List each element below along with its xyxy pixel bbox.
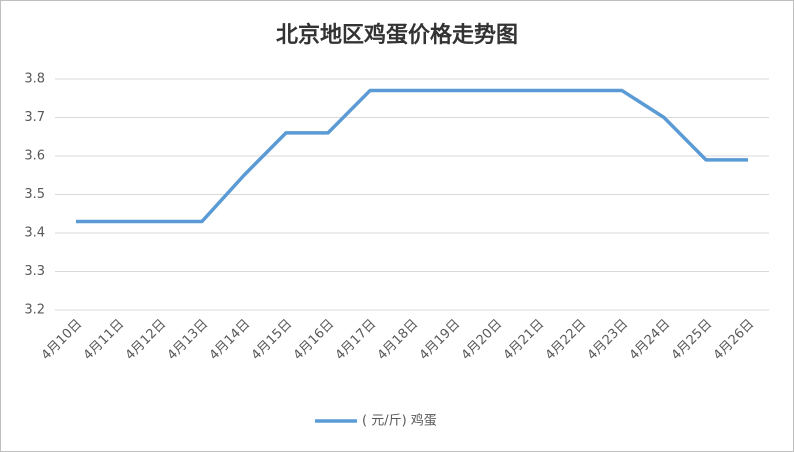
data-line bbox=[76, 88, 748, 224]
y-tick-label: 3.4 bbox=[24, 226, 45, 241]
y-tick-label: 3.7 bbox=[24, 110, 45, 125]
legend-label: ( 元/斤) 鸡蛋 bbox=[362, 413, 437, 429]
y-tick-label: 3.2 bbox=[24, 303, 45, 318]
chart-title: 北京地区鸡蛋价格走势图 bbox=[276, 22, 518, 48]
y-tick-label: 3.8 bbox=[24, 72, 45, 87]
y-tick-label: 3.3 bbox=[24, 264, 45, 279]
y-tick-label: 3.6 bbox=[24, 149, 45, 164]
y-tick-label: 3.5 bbox=[24, 187, 45, 202]
